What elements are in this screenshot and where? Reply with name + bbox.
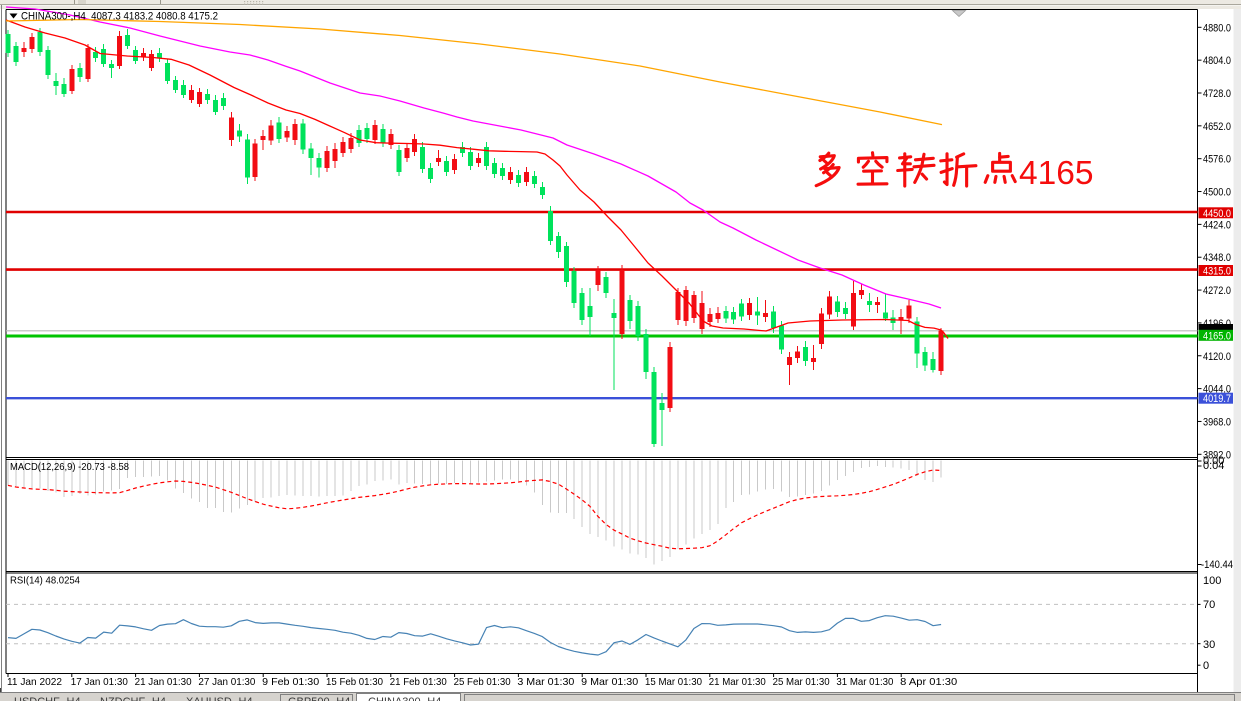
svg-text:4165: 4165 <box>1019 155 1094 192</box>
svg-text:3 Mar 01:30: 3 Mar 01:30 <box>517 676 574 688</box>
svg-text:4880.0: 4880.0 <box>1203 22 1231 34</box>
svg-text:4424.0: 4424.0 <box>1203 219 1231 231</box>
svg-text:25 Feb 01:30: 25 Feb 01:30 <box>454 676 511 688</box>
svg-text:27 Jan 01:30: 27 Jan 01:30 <box>198 676 255 688</box>
svg-text:CHINA300-,H4: CHINA300-,H4 <box>368 696 441 701</box>
svg-text:CHINA300-,H4 4087.3 4183.2 40: CHINA300-,H4 4087.3 4183.2 4080.8 4175.2 <box>21 11 218 23</box>
svg-text:17 Jan 01:30: 17 Jan 01:30 <box>71 676 128 688</box>
svg-text:15 Mar 01:30: 15 Mar 01:30 <box>645 676 702 688</box>
svg-text:4019.7: 4019.7 <box>1203 393 1231 405</box>
svg-text:0: 0 <box>1203 660 1209 672</box>
svg-text:0.04: 0.04 <box>1203 460 1224 472</box>
svg-text:25 Mar 01:30: 25 Mar 01:30 <box>773 676 830 688</box>
svg-text:USDCHF-,H4: USDCHF-,H4 <box>14 696 81 701</box>
svg-text:9 Feb 01:30: 9 Feb 01:30 <box>262 676 319 688</box>
svg-text:0.00: 0.00 <box>1203 455 1224 467</box>
svg-text:4728.0: 4728.0 <box>1203 88 1231 100</box>
svg-text:4804.0: 4804.0 <box>1203 55 1231 67</box>
svg-text:XAUUSD-,H4: XAUUSD-,H4 <box>186 696 253 701</box>
svg-text:RSI(14) 48.0254: RSI(14) 48.0254 <box>10 575 80 587</box>
svg-text:4272.0: 4272.0 <box>1203 285 1231 297</box>
svg-text:NZDCHF-,H4: NZDCHF-,H4 <box>100 696 166 701</box>
svg-text:4500.0: 4500.0 <box>1203 187 1231 199</box>
svg-text:4044.0: 4044.0 <box>1203 384 1231 396</box>
svg-text:8 Apr 01:30: 8 Apr 01:30 <box>900 676 957 688</box>
svg-text:4450.0: 4450.0 <box>1203 208 1231 220</box>
svg-text:4576.0: 4576.0 <box>1203 154 1231 166</box>
svg-text:9 Mar 01:30: 9 Mar 01:30 <box>581 676 638 688</box>
svg-text:15 Feb 01:30: 15 Feb 01:30 <box>326 676 383 688</box>
svg-text:70: 70 <box>1203 599 1215 611</box>
svg-text:100: 100 <box>1203 575 1221 587</box>
svg-text:21 Feb 01:30: 21 Feb 01:30 <box>390 676 447 688</box>
svg-text:21 Mar 01:30: 21 Mar 01:30 <box>709 676 766 688</box>
svg-text:MACD(12,26,9) -20.73 -8.58: MACD(12,26,9) -20.73 -8.58 <box>10 461 129 473</box>
svg-text:31 Mar 01:30: 31 Mar 01:30 <box>836 676 893 688</box>
svg-text:30: 30 <box>1203 639 1215 651</box>
svg-text:GBP500-,H4: GBP500-,H4 <box>288 696 350 701</box>
svg-text:11 Jan 2022: 11 Jan 2022 <box>7 676 62 688</box>
svg-text:4315.0: 4315.0 <box>1203 266 1231 278</box>
svg-text:4348.0: 4348.0 <box>1203 252 1231 264</box>
svg-text:4120.0: 4120.0 <box>1203 351 1231 363</box>
svg-text:21 Jan 01:30: 21 Jan 01:30 <box>135 676 192 688</box>
svg-text:4652.0: 4652.0 <box>1203 121 1231 133</box>
svg-text:3968.0: 3968.0 <box>1203 417 1231 429</box>
svg-text:-140.44: -140.44 <box>1201 559 1233 571</box>
svg-text:4165.0: 4165.0 <box>1203 330 1231 342</box>
svg-text:3892.0: 3892.0 <box>1203 449 1231 461</box>
